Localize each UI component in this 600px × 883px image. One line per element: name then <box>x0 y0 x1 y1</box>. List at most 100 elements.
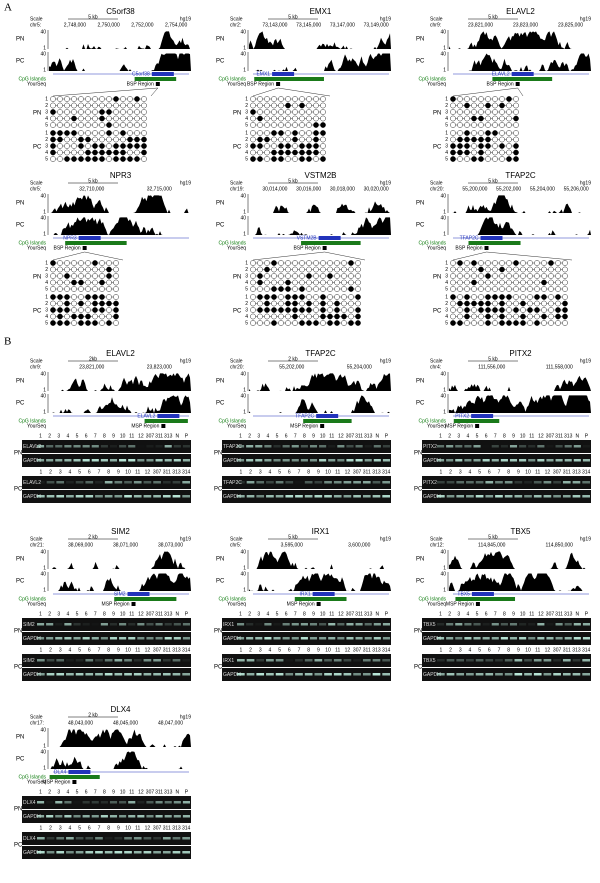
gel-group: PN <box>214 451 222 457</box>
yourseq-label: YourSeq <box>227 601 246 607</box>
gene-exon <box>127 592 150 596</box>
cpg-site <box>485 149 491 156</box>
cpg-site <box>541 313 547 320</box>
band <box>491 459 499 462</box>
band <box>137 459 145 462</box>
track-label: PN <box>16 557 24 563</box>
cpg-label: CpG Islands <box>18 418 46 424</box>
lane-label: 8 <box>107 825 110 831</box>
band <box>173 637 181 640</box>
band <box>456 495 465 498</box>
band <box>119 623 127 626</box>
cpg-site <box>113 143 119 149</box>
axis-min: 1 <box>443 209 446 215</box>
band <box>46 481 55 484</box>
cpg-site <box>499 156 505 162</box>
band <box>482 459 490 462</box>
cpg-site <box>292 294 298 300</box>
band <box>314 481 323 484</box>
cpg-site <box>292 122 298 128</box>
band <box>104 495 113 498</box>
cpg-site <box>499 130 505 136</box>
band <box>82 637 90 640</box>
cpg-site <box>327 266 333 273</box>
cpg-site <box>506 136 512 143</box>
gel-label: GAPDH <box>223 672 241 678</box>
region-label: BSP Region <box>247 81 274 87</box>
band <box>66 851 74 854</box>
lane-label: 9 <box>112 433 115 439</box>
cpg-site <box>92 279 98 286</box>
cpg-site <box>299 115 305 122</box>
cpg-site <box>450 266 456 273</box>
cpg-site <box>348 307 354 313</box>
axis-min: 1 <box>43 743 46 749</box>
band <box>237 637 245 640</box>
gel-label: PITX2 <box>423 444 437 450</box>
track-label: PC <box>216 223 225 229</box>
coordinate: 38,071,000 <box>113 542 138 548</box>
cpg-site <box>71 307 77 313</box>
lane-label: 9 <box>517 469 520 475</box>
band <box>524 481 532 484</box>
cpg-site <box>64 320 70 326</box>
band <box>256 481 265 484</box>
band <box>146 637 154 640</box>
cpg-site <box>264 136 270 143</box>
band <box>504 495 513 498</box>
lane-label: 4 <box>269 469 272 475</box>
cpg-site <box>292 156 298 162</box>
cpg-site <box>285 294 291 300</box>
cpg-site <box>57 294 63 300</box>
signal-track <box>449 217 591 235</box>
cpg-site <box>78 96 84 102</box>
cpg-site <box>348 320 354 326</box>
lane-label: P <box>585 433 589 439</box>
cpg-site <box>57 109 63 115</box>
cpg-site <box>85 313 91 320</box>
lane-label: 10 <box>125 825 131 831</box>
cpg-site <box>478 96 484 102</box>
band <box>319 637 327 640</box>
cpg-site <box>320 300 326 307</box>
cpg-site <box>250 96 256 102</box>
cpg-site <box>250 320 256 326</box>
band <box>273 445 281 448</box>
lane-label: 3 <box>57 789 60 795</box>
gel <box>22 440 191 453</box>
band <box>173 623 181 626</box>
cpg-site <box>134 136 140 143</box>
band <box>343 659 352 662</box>
gene-name: C5orf38 <box>132 71 150 77</box>
cpg-site <box>327 307 333 313</box>
cpg-site <box>292 266 298 273</box>
gene-name: SIM2 <box>114 591 126 597</box>
cpg-site <box>320 143 326 149</box>
cpg-site <box>499 307 505 313</box>
band <box>85 851 94 854</box>
cpg-site <box>534 260 540 266</box>
gene-name: TFAP2C <box>460 235 479 241</box>
cpg-site <box>506 260 512 266</box>
axis-min: 1 <box>243 67 246 73</box>
axis-max: 40 <box>240 549 246 555</box>
band <box>346 623 354 626</box>
band <box>495 659 503 662</box>
cpg-site <box>92 260 98 266</box>
band <box>455 445 463 448</box>
yourseq-label: YourSeq <box>427 245 446 251</box>
lane-label: 313 <box>372 647 381 653</box>
band <box>37 659 45 662</box>
panel-label: B <box>4 336 11 348</box>
band <box>82 445 90 448</box>
cpg-site <box>548 300 554 307</box>
cpg-site <box>313 96 319 102</box>
cpg-site <box>478 273 484 279</box>
cpg-site <box>106 300 112 307</box>
cpg-site <box>513 130 519 136</box>
band <box>456 659 465 662</box>
cpg-site <box>57 286 63 292</box>
band <box>355 623 363 626</box>
cpg-site <box>450 300 456 307</box>
